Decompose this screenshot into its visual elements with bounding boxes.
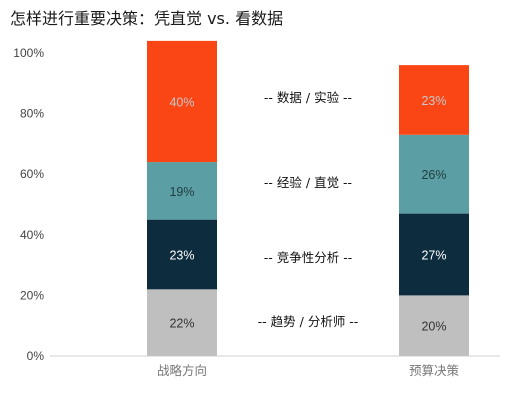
y-tick-label: 60% [20,167,44,181]
y-tick-label: 20% [20,288,44,302]
bar-value-label: 23% [421,94,446,108]
bar-value-label: 20% [421,320,446,334]
bar-segment [147,219,217,290]
y-tick-label: 40% [20,228,44,242]
bar-value-label: 23% [169,248,194,262]
bar-segment [399,65,469,135]
bar-value-label: 26% [421,168,446,182]
chart-title: 怎样进行重要决策：凭直觉 vs. 看数据 [10,9,283,28]
bar-value-label: 27% [421,248,446,262]
segment-annotation: -- 经验 / 直觉 -- [264,175,352,190]
x-category-label: 战略方向 [157,363,207,378]
bar-segment [147,40,217,163]
bar-segment [147,289,217,356]
y-tick-label: 100% [13,46,44,60]
bar-value-label: 22% [169,317,194,331]
segment-annotation: -- 数据 / 实验 -- [264,90,352,105]
x-category-label: 预算决策 [409,363,460,378]
y-tick-label: 80% [20,107,44,121]
bar-segment [399,134,469,214]
bars: 22% 23% 19% 40% 20% 27% 26% 23% [147,40,469,356]
bar-segment [399,295,469,356]
bar-value-label: 19% [169,185,194,199]
bar-value-label: 40% [169,95,194,109]
bar-segment [399,213,469,296]
annotations: -- 趋势 / 分析师 -- -- 竞争性分析 -- -- 经验 / 直觉 -- --… [258,90,359,329]
y-tick-label: 0% [27,349,45,363]
x-axis: 战略方向 预算决策 [157,363,460,378]
segment-annotation: -- 竞争性分析 -- [264,250,353,265]
y-axis: 0% 20% 40% 60% 80% 100% [13,46,44,363]
bar-segment [147,162,217,220]
segment-annotation: -- 趋势 / 分析师 -- [258,314,359,329]
